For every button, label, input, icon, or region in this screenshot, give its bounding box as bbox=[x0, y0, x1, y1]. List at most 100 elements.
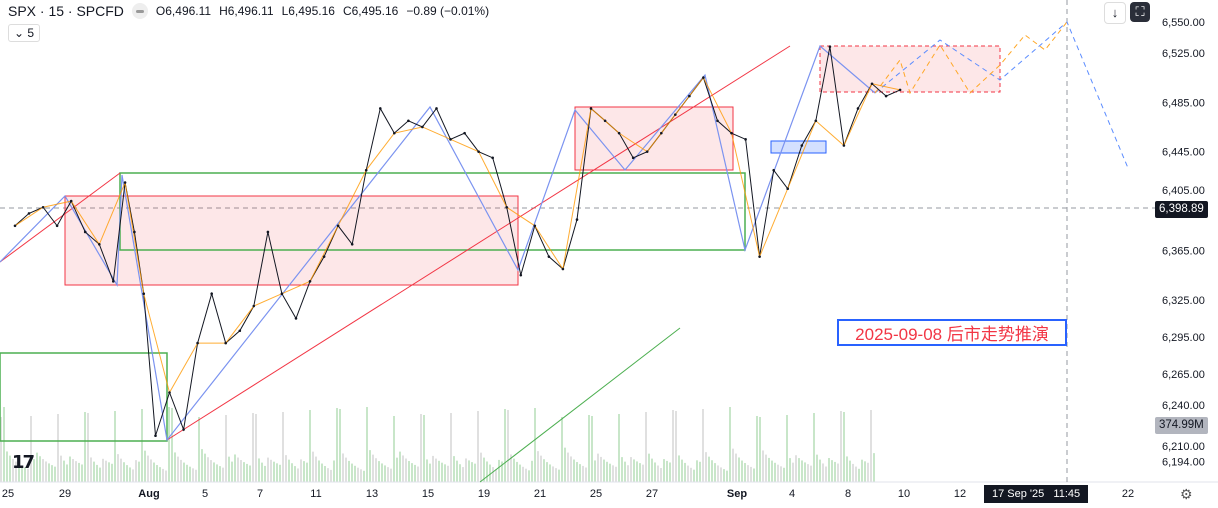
indicator-count: 5 bbox=[27, 26, 35, 40]
price-point bbox=[491, 156, 495, 160]
price-point bbox=[407, 119, 410, 123]
x-tick-label: 11 bbox=[310, 488, 322, 500]
volume-bar bbox=[30, 416, 32, 482]
volume-bar bbox=[252, 413, 254, 482]
volume-bar bbox=[330, 469, 332, 482]
volume-bar bbox=[438, 460, 440, 482]
volume-bar bbox=[54, 466, 56, 482]
fullscreen-icon[interactable]: ⛶ bbox=[1130, 2, 1150, 22]
volume-bar bbox=[501, 461, 503, 482]
trend-line-red[interactable] bbox=[166, 45, 791, 441]
volume-bar bbox=[702, 409, 704, 482]
volume-bar bbox=[27, 468, 29, 482]
price-point bbox=[182, 428, 185, 431]
volume-bar bbox=[555, 468, 557, 482]
volume-bar bbox=[486, 461, 488, 482]
volume-bar bbox=[180, 459, 182, 482]
volume-bar bbox=[33, 459, 35, 482]
ohlc-close: C6,495.16 bbox=[342, 4, 399, 18]
volume-bar bbox=[744, 463, 746, 482]
arrow-down-icon[interactable]: ↓ bbox=[1104, 2, 1126, 24]
volume-bar bbox=[387, 467, 389, 482]
price-point bbox=[133, 230, 136, 234]
x-tick-label: 15 bbox=[421, 488, 435, 500]
volume-bar bbox=[492, 467, 494, 482]
volume-bar bbox=[309, 410, 311, 482]
volume-bar bbox=[3, 407, 5, 482]
projection-zone[interactable] bbox=[819, 45, 1001, 93]
volume-bar bbox=[294, 466, 296, 482]
demand-box[interactable] bbox=[770, 140, 827, 154]
tradingview-logo: 𝟭𝟳 bbox=[12, 452, 35, 472]
volume-bar bbox=[642, 464, 644, 482]
projection-blue[interactable] bbox=[874, 21, 1129, 169]
y-tick-label: 6,365.00 bbox=[1162, 245, 1205, 257]
symbol-title[interactable]: SPX · 15 · SPCFD bbox=[8, 3, 124, 19]
x-tick-label: 25 bbox=[589, 488, 603, 500]
volume-bar bbox=[534, 408, 536, 482]
volume-bar bbox=[132, 469, 134, 482]
volume-bar bbox=[207, 457, 209, 482]
volume-bar bbox=[354, 465, 356, 482]
volume-bar bbox=[45, 461, 47, 482]
volume-bar bbox=[24, 467, 26, 482]
range-box-2[interactable] bbox=[0, 352, 168, 442]
volume-bar bbox=[237, 457, 239, 482]
volume-bar bbox=[291, 463, 293, 482]
volume-bar bbox=[165, 470, 167, 482]
volume-bar bbox=[408, 461, 410, 482]
volume-bar bbox=[411, 463, 413, 482]
volume-bar bbox=[510, 454, 512, 482]
volume-bar bbox=[648, 453, 650, 482]
volume-bar bbox=[123, 462, 125, 482]
price-point bbox=[575, 218, 579, 221]
volume-bar bbox=[300, 459, 302, 482]
volume-bar bbox=[48, 463, 50, 482]
y-tick-label: 6,325.00 bbox=[1162, 295, 1205, 307]
volume-bar bbox=[426, 459, 428, 482]
volume-bar bbox=[675, 411, 677, 482]
volume-bar bbox=[507, 410, 509, 482]
price-point bbox=[603, 119, 607, 123]
volume-bar bbox=[324, 466, 326, 482]
indicators-toggle[interactable]: ⌄ 5 bbox=[8, 24, 41, 42]
ohlc-low: L6,495.16 bbox=[281, 4, 335, 18]
volume-bar bbox=[96, 464, 98, 482]
volume-bar bbox=[297, 468, 299, 482]
zigzag-blue[interactable] bbox=[0, 44, 876, 442]
volume-bar bbox=[852, 463, 854, 482]
volume-bar bbox=[417, 466, 419, 482]
price-point bbox=[631, 156, 635, 160]
projection-orange[interactable] bbox=[874, 21, 1068, 95]
y-tick-label: 6,194.00 bbox=[1162, 457, 1205, 469]
price-point bbox=[449, 138, 452, 141]
volume-bar bbox=[696, 460, 698, 482]
volume-bar bbox=[543, 459, 545, 482]
x-tick-label: 22 bbox=[1121, 488, 1135, 500]
volume-bar bbox=[564, 447, 566, 482]
volume-bar bbox=[873, 453, 875, 482]
volume-bar bbox=[42, 459, 44, 482]
gear-icon[interactable]: ⚙ bbox=[1180, 486, 1193, 502]
volume-bar bbox=[789, 458, 791, 482]
volume-bar bbox=[666, 460, 668, 482]
volume-bar bbox=[516, 461, 518, 482]
trend-line-green[interactable] bbox=[479, 327, 681, 483]
volume-bar bbox=[723, 469, 725, 482]
volume-bar bbox=[6, 451, 8, 482]
crosshair-time-label: 17 Sep '25 11:45 bbox=[984, 485, 1089, 503]
volume-bar bbox=[711, 460, 713, 482]
price-point bbox=[561, 267, 565, 271]
trend-line-red-2[interactable] bbox=[0, 172, 121, 263]
volume-bar bbox=[453, 456, 455, 482]
volume-bar bbox=[780, 466, 782, 482]
volume-bar bbox=[159, 467, 161, 482]
x-tick-label: Aug bbox=[138, 488, 160, 500]
volume-bar bbox=[600, 456, 602, 482]
y-tick-label: 6,445.00 bbox=[1162, 147, 1205, 159]
price-point bbox=[828, 45, 832, 48]
volume-bar bbox=[246, 463, 248, 482]
volume-bar bbox=[318, 460, 320, 482]
annotation-text[interactable]: 2025-09-08 后市走势推演 bbox=[837, 319, 1067, 346]
